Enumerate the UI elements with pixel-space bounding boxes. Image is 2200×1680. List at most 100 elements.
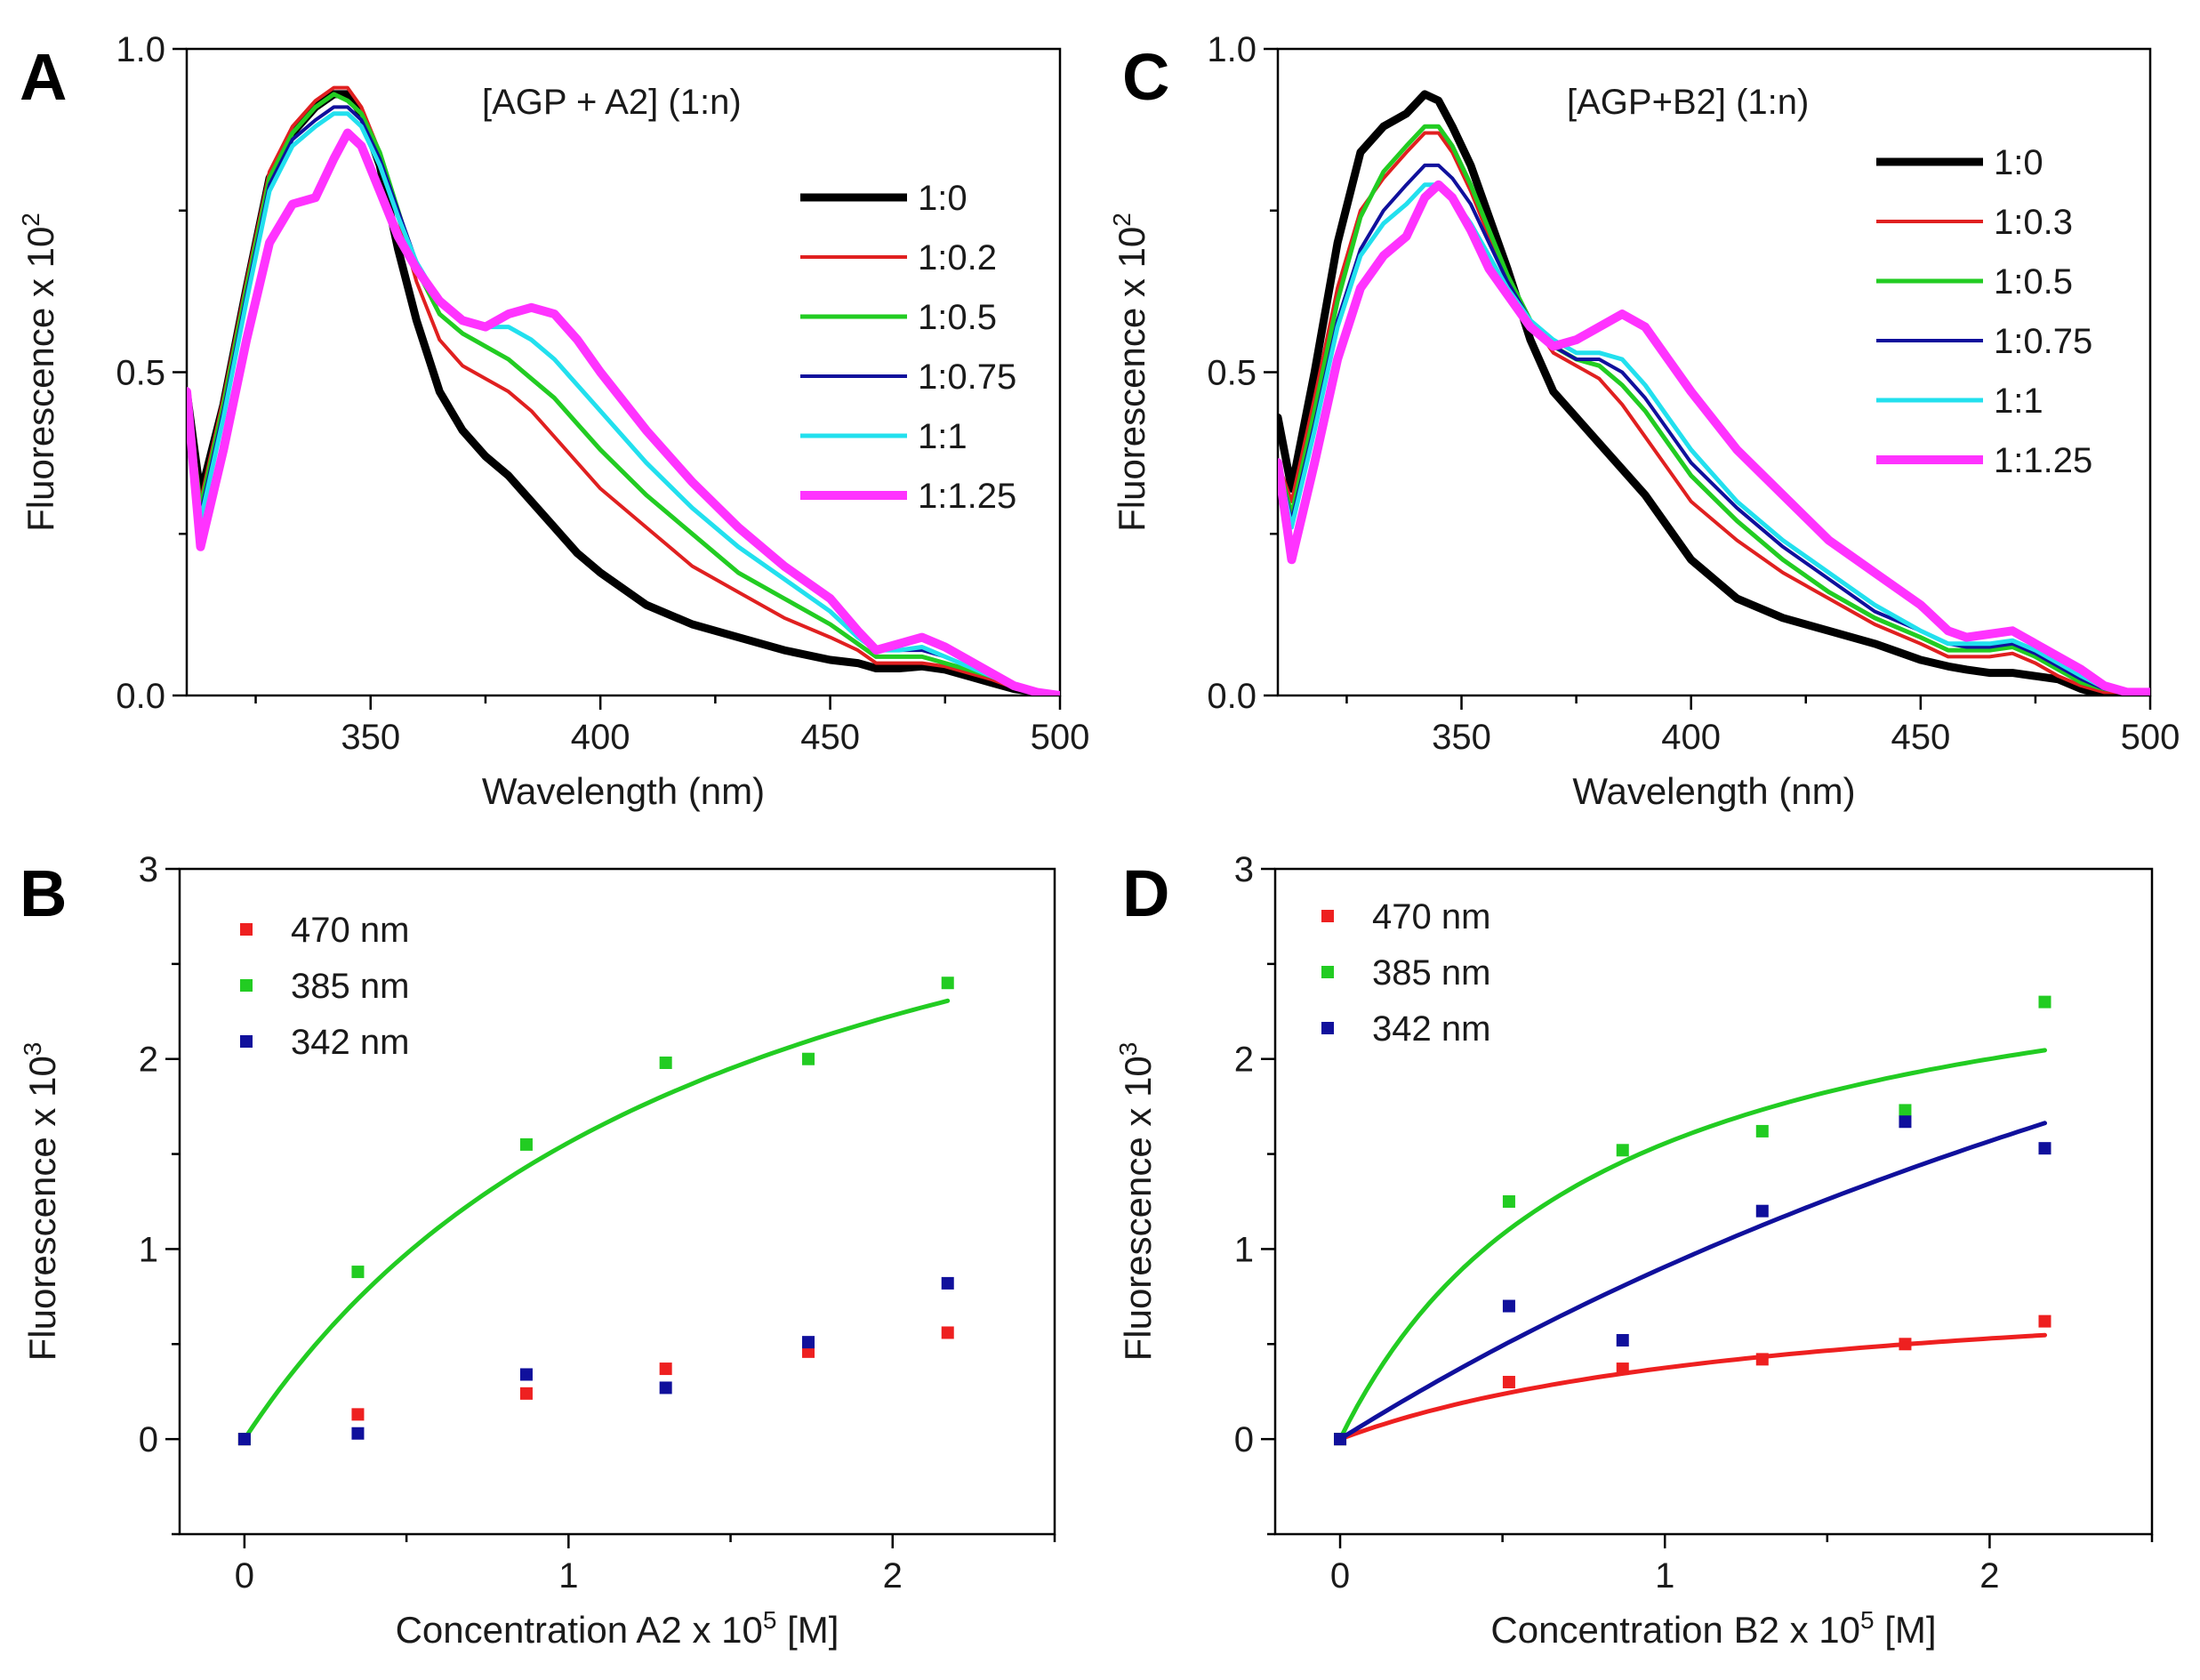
panel-d-x-tick-label: 2	[1979, 1556, 1999, 1596]
panel-d-point-385-nm	[1502, 1195, 1515, 1208]
panel-d-y-tick-label: 1	[1234, 1230, 1254, 1269]
panel-b-legend-label: 385 nm	[291, 967, 409, 1006]
panel-c-legend-label: 1:1.25	[1994, 441, 2092, 480]
panel-b-legend-marker	[240, 1035, 253, 1048]
panel-b-x-tick-label: 1	[558, 1556, 578, 1596]
panel-b-y-axis-title-main: Fluorescence x 10	[21, 1056, 63, 1361]
panel-c-series-line-1-0-75	[1278, 163, 2150, 695]
panel-b-point-342-nm	[802, 1336, 815, 1349]
panel-d-point-470-nm	[1899, 1338, 1912, 1351]
panel-b-point-385-nm	[941, 977, 954, 990]
panel-c-series-line-1-1-25	[1278, 180, 2150, 695]
panel-d-x-tick-label: 0	[1330, 1556, 1350, 1596]
panel-b-legend-label: 470 nm	[291, 911, 409, 950]
panel-d-point-342-nm	[1502, 1299, 1515, 1313]
panel-d-point-342-nm	[1616, 1334, 1629, 1347]
panel-c-legend-label: 1:1	[1994, 382, 2043, 421]
panel-d-point-385-nm	[1755, 1124, 1769, 1137]
panel-d-point-385-nm	[1616, 1144, 1629, 1157]
panel-b-point-385-nm	[659, 1056, 672, 1069]
panel-b-point-385-nm	[351, 1266, 365, 1279]
panel-d-y-tick-label: 2	[1234, 1041, 1254, 1080]
panel-b-point-342-nm	[659, 1381, 672, 1395]
panel-b-y-tick-label: 3	[139, 850, 158, 889]
panel-d-point-385-nm	[1899, 1104, 1912, 1117]
panel-b-point-470-nm	[351, 1408, 365, 1421]
panel-b-point-470-nm	[659, 1362, 672, 1376]
panel-b-point-470-nm	[941, 1326, 954, 1339]
panel-d-legend-label: 470 nm	[1372, 897, 1490, 936]
panel-a-x-tick-label: 400	[571, 718, 630, 757]
panel-c-x-tick-label: 400	[1661, 718, 1721, 757]
panel-d-legend-marker	[1321, 1022, 1334, 1034]
panel-b-x-tick-label: 2	[883, 1556, 903, 1596]
panel-a-legend-label: 1:1.25	[918, 477, 1016, 516]
panel-c-x-tick-label: 500	[2121, 718, 2180, 757]
panel-c-x-tick-label: 350	[1432, 718, 1491, 757]
panel-c-annotation: [AGP+B2] (1:n)	[1567, 83, 1809, 122]
panel-d-plot-frame	[1273, 867, 2154, 1536]
panel-d-x-axis-title: Concentration B2 x 105 [M]	[1490, 1606, 1936, 1651]
panel-b-legend-marker	[240, 923, 253, 936]
panel-d-legend-marker	[1321, 910, 1334, 922]
panel-d-point-342-nm	[1755, 1204, 1769, 1218]
panel-c-series-line-1-0-3	[1278, 131, 2150, 695]
panel-b-point-470-nm	[802, 1345, 815, 1358]
panel-c-letter: C	[1122, 40, 1169, 114]
panel-c-y-axis-title: Fluorescence x 102	[1108, 213, 1152, 532]
panel-b-y-axis-title-sup: 3	[19, 1042, 46, 1057]
panel-d-y-tick-label: 3	[1234, 850, 1254, 889]
panel-d-legend-label: 342 nm	[1372, 1009, 1490, 1049]
panel-a-legend-label: 1:0	[918, 179, 968, 218]
panel-d-point-342-nm	[1899, 1115, 1912, 1129]
panel-a-legend-label: 1:1	[918, 417, 968, 456]
panel-b-y-tick-label: 1	[139, 1230, 158, 1269]
panel-a-legend-label: 1:0.2	[918, 238, 997, 277]
panel-b-y-axis-title: Fluorescence x 103	[19, 1042, 63, 1362]
panel-a-y-axis-title: Fluorescence x 102	[17, 213, 61, 532]
panel-c-x-axis-title: Wavelength (nm)	[1572, 770, 1855, 812]
panel-d-point-470-nm	[1502, 1376, 1515, 1389]
panel-a-y-tick-label: 0.0	[116, 677, 165, 716]
panel-d-point-385-nm	[2038, 995, 2051, 1009]
panel-c-series-group	[1278, 90, 2150, 695]
panel-b-point-342-nm	[941, 1276, 954, 1290]
panel-b-legend-marker	[240, 979, 253, 992]
panel-b-fit-line-385-nm	[242, 998, 951, 1442]
panel-d-fit-line-385-nm	[1337, 1048, 2047, 1442]
panel-a-y-tick-label: 1.0	[116, 30, 165, 69]
panel-c-x-axis-title-main: Wavelength (nm)	[1572, 770, 1855, 812]
panel-d-legend-label: 385 nm	[1372, 953, 1490, 993]
panel-d-legend-marker	[1321, 966, 1334, 978]
panel-b-plot-frame	[178, 867, 1056, 1536]
panel-d-y-axis-title-sup: 3	[1114, 1042, 1142, 1057]
panel-c-y-tick-label: 1.0	[1207, 30, 1257, 69]
panel-d-fit-line-342-nm	[1337, 1121, 2047, 1442]
panel-b-legend-label: 342 nm	[291, 1023, 409, 1062]
panel-d-x-axis-title-main: Concentration B2 x 10	[1490, 1609, 1860, 1651]
panel-c-y-tick-label: 0.0	[1207, 677, 1257, 716]
panel-b-point-385-nm	[519, 1137, 533, 1151]
panel-a-y-axis-title-sup: 2	[17, 213, 44, 227]
panel-d-x-axis-title-sup: 5	[1860, 1606, 1875, 1634]
panel-d-y-axis-title: Fluorescence x 103	[1114, 1042, 1159, 1362]
panel-d-series-group	[1334, 995, 2051, 1446]
panel-c-y-tick-label: 0.5	[1207, 354, 1257, 393]
panel-b-point-385-nm	[802, 1052, 815, 1065]
panel-a-legend-label: 1:0.75	[918, 358, 1016, 397]
panel-c-legend-label: 1:0	[1994, 143, 2043, 182]
panel-c-legend-label: 1:0.75	[1994, 322, 2092, 361]
panel-a: A 350 400 450 500 0.0 0.5 1.0 Wavelength (nm) Fl…	[17, 30, 1089, 812]
panel-c-legend-label: 1:0.5	[1994, 262, 2073, 301]
panel-a-x-tick-label: 350	[341, 718, 400, 757]
panel-b: B 0 1 2 0 1 2 3 Concentration A2 x 105 [M] Fluor…	[19, 850, 1056, 1651]
panel-c-y-axis-title-main: Fluorescence x 10	[1111, 227, 1152, 532]
panel-d-fit-line-470-nm	[1337, 1332, 2047, 1442]
panel-b-series-group	[237, 977, 954, 1446]
panel-a-series-line-1-0-5	[187, 92, 1060, 695]
panel-b-point-342-nm	[519, 1368, 533, 1381]
panel-a-series-line-1-0-2	[187, 85, 1060, 695]
panel-a-annotation: [AGP + A2] (1:n)	[482, 83, 742, 122]
panel-a-legend-label: 1:0.5	[918, 298, 997, 337]
